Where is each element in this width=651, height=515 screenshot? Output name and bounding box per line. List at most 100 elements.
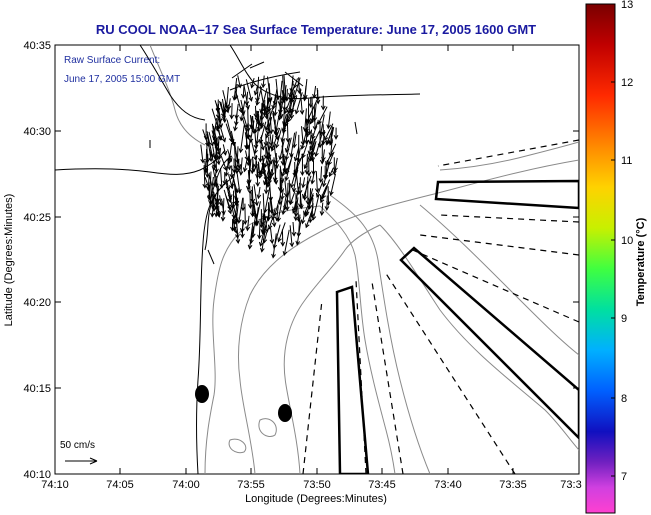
current-vector-head	[255, 100, 260, 107]
current-annotation-line1: Raw Surface Current:	[64, 55, 160, 66]
current-vector-head	[291, 231, 297, 237]
current-vector-head	[319, 198, 325, 204]
current-vector	[317, 106, 328, 125]
current-vector-head	[306, 130, 312, 136]
current-vector	[274, 94, 278, 116]
current-vector	[211, 130, 219, 150]
current-vector	[287, 108, 294, 122]
current-vector-head	[247, 204, 253, 209]
current-vector	[241, 222, 245, 233]
current-vector	[257, 161, 261, 175]
current-vector	[301, 213, 305, 224]
current-vector	[302, 140, 309, 158]
current-vector-head	[289, 200, 294, 206]
current-vector	[316, 87, 319, 104]
current-vector	[325, 143, 337, 166]
current-vector	[265, 147, 271, 166]
current-vector-head	[250, 198, 256, 204]
current-vector-head	[325, 160, 330, 166]
current-vector-head	[318, 178, 324, 184]
current-vector-head	[320, 105, 326, 111]
current-vector-head	[237, 218, 242, 224]
current-vector-head	[256, 170, 262, 176]
current-vector-head	[206, 195, 212, 201]
current-vector	[223, 189, 232, 214]
current-vector-head	[243, 123, 249, 129]
current-vector-head	[254, 221, 259, 227]
current-vector-head	[267, 107, 272, 113]
radar-beam-lines	[302, 139, 579, 474]
current-vector-head	[306, 171, 312, 177]
current-vector-head	[266, 216, 271, 222]
current-vector-head	[252, 155, 258, 161]
current-vector-head	[328, 172, 333, 178]
current-vector	[235, 90, 242, 113]
beam-line	[407, 247, 579, 323]
current-vector	[313, 105, 316, 130]
current-vector	[218, 148, 221, 160]
current-vector-head	[301, 183, 306, 189]
current-vector	[283, 229, 290, 256]
current-vector	[315, 171, 318, 193]
current-vector	[228, 98, 231, 110]
current-vector	[320, 179, 331, 203]
current-vector	[279, 177, 282, 205]
current-vector-head	[272, 177, 278, 183]
current-vector-head	[222, 180, 228, 186]
current-vector-head	[277, 237, 282, 243]
current-vector	[268, 219, 273, 229]
current-vector	[292, 221, 295, 236]
current-vector	[230, 130, 235, 147]
current-vector-head	[291, 187, 297, 193]
current-vector	[272, 94, 277, 109]
current-vector	[304, 108, 307, 131]
current-vector-head	[274, 143, 280, 149]
current-vector-head	[240, 233, 245, 239]
current-vector-head	[331, 170, 337, 176]
current-vector	[329, 167, 334, 177]
current-vector	[216, 198, 219, 215]
current-vector-head	[317, 143, 323, 149]
current-vector-head	[218, 123, 224, 129]
current-vector	[251, 159, 254, 174]
beam-line	[419, 234, 579, 256]
current-vector	[303, 193, 314, 215]
current-vector-head	[296, 217, 301, 223]
current-vector-head	[227, 209, 233, 215]
current-vector-head	[234, 217, 239, 223]
current-vector	[268, 98, 272, 112]
current-vector	[235, 220, 239, 244]
current-vector-head	[311, 170, 316, 176]
current-vector-head	[312, 93, 317, 99]
colorbar-tick-label: 13	[621, 0, 633, 11]
current-vector-head	[229, 173, 235, 179]
current-vector-head	[333, 167, 338, 173]
current-vector-head	[273, 111, 278, 117]
current-vector-head	[241, 93, 246, 99]
current-vector-head	[256, 194, 262, 200]
current-vector-head	[267, 179, 272, 185]
hudson-canyon-contour-2	[329, 194, 431, 474]
current-vector	[282, 194, 287, 215]
current-vector-head	[274, 126, 279, 132]
current-vector-head	[308, 156, 313, 162]
current-vector-head	[209, 153, 215, 159]
beam-polygon-diagonal	[399, 246, 579, 440]
current-vector	[293, 78, 298, 88]
colorbar-tick-label: 7	[621, 471, 627, 483]
current-vector	[244, 157, 248, 172]
current-vector-head	[257, 234, 262, 240]
current-vector	[225, 180, 231, 203]
current-vector-head	[245, 104, 250, 110]
current-vector-head	[222, 166, 228, 172]
current-vector	[260, 88, 268, 113]
current-vector-head	[218, 201, 223, 207]
map-title: RU COOL NOAA–17 Sea Surface Temperature:…	[96, 22, 536, 37]
current-vector-head	[278, 155, 283, 161]
current-vector	[247, 107, 249, 132]
current-vector	[320, 114, 325, 136]
current-vector-head	[282, 106, 288, 112]
current-vector-head	[268, 129, 274, 135]
x-tick-label: 74:05	[106, 479, 134, 491]
current-vector-head	[288, 92, 293, 98]
